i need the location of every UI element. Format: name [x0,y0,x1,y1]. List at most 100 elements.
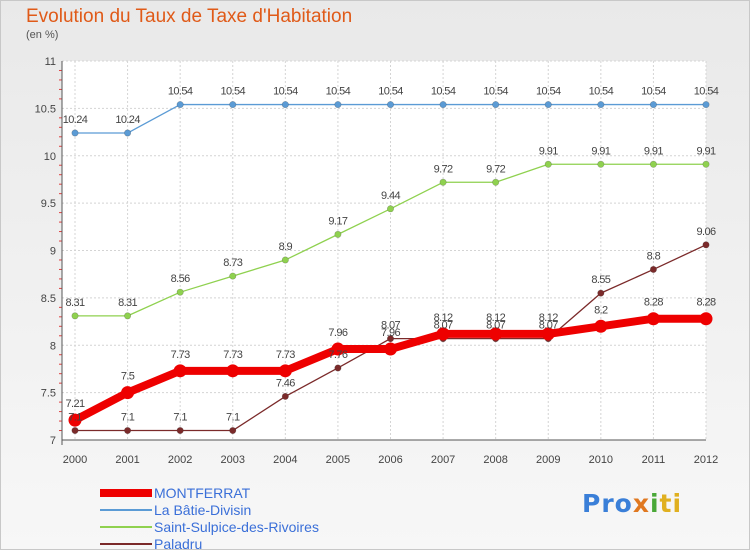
data-label: 8.07 [539,320,558,332]
data-label: 8.9 [279,241,293,253]
data-point [386,101,394,109]
data-point [173,364,187,378]
data-label: 8.73 [223,257,242,269]
data-label: 10.54 [326,86,351,98]
data-point [334,230,342,238]
chart-title: Evolution du Taux de Taxe d'Habitation [26,6,353,27]
data-point [492,101,500,109]
data-label: 7.1 [173,412,187,424]
data-point [331,342,345,356]
legend-swatch-paladru [100,542,152,545]
data-label: 8.8 [647,250,661,262]
data-point [597,289,605,297]
data-label: 10.54 [431,86,456,98]
data-label: 7.73 [171,349,190,361]
data-label: 8.56 [171,273,190,285]
legend: MONTFERRAT La Bâtie-Divisin Saint-Sulpic… [100,484,319,552]
data-point [649,160,657,168]
data-label: 9.06 [696,226,715,238]
y-tick-label: 8 [50,340,56,352]
data-point [489,327,503,341]
data-point [229,272,237,280]
data-point [594,319,608,333]
data-point [544,160,552,168]
data-label: 9.91 [696,145,715,157]
data-label: 7.46 [276,377,295,389]
data-point [176,427,184,435]
data-label: 8.31 [65,297,84,309]
data-point [386,205,394,213]
data-label: 9.72 [434,163,453,175]
data-label: 8.12 [539,312,558,324]
chart-subtitle: (en %) [26,29,59,41]
data-point [71,427,79,435]
data-point [281,392,289,400]
data-label: 9.91 [644,145,663,157]
data-label: 7.73 [276,349,295,361]
proxiti-logo: Proxiti [582,489,683,518]
data-point [386,335,394,343]
y-tick-label: 8.5 [41,293,56,305]
data-label: 8.07 [381,320,400,332]
y-tick-label: 10 [44,151,56,163]
y-tick-label: 11 [45,56,56,68]
data-point [281,101,289,109]
data-label: 10.54 [536,86,561,98]
x-tick-label: 2003 [221,454,245,466]
data-label: 10.54 [589,86,614,98]
data-point [71,312,79,320]
data-point [334,364,342,372]
data-label: 7.76 [328,349,347,361]
data-point [649,265,657,273]
x-tick-label: 2004 [273,454,297,466]
data-point [124,312,132,320]
x-tick-label: 2011 [642,454,666,466]
data-point [124,427,132,435]
data-point [439,178,447,186]
data-point [699,312,713,326]
data-point [229,427,237,435]
data-label: 7.96 [381,327,400,339]
data-label: 10.24 [115,114,140,126]
legend-item-saint-sulpice: Saint-Sulpice-des-Rivoires [100,518,319,535]
data-point [226,364,240,378]
data-point [597,101,605,109]
legend-swatch-montferrat [100,488,152,497]
y-tick-label: 10.5 [35,103,56,115]
x-tick-label: 2009 [536,454,560,466]
x-tick-label: 2012 [694,454,718,466]
data-label: 9.72 [486,163,505,175]
data-point [176,288,184,296]
x-tick-label: 2001 [115,454,139,466]
x-tick-label: 2002 [168,454,192,466]
y-tick-label: 7 [50,435,56,447]
data-point [702,101,710,109]
data-point [702,241,710,249]
data-point [492,178,500,186]
data-point [229,101,237,109]
legend-label: Paladru [154,535,203,552]
data-point [281,256,289,264]
data-label: 10.24 [63,114,88,126]
data-label: 8.12 [486,312,505,324]
data-point [649,101,657,109]
data-label: 7.1 [68,412,82,424]
data-point [121,386,135,400]
data-point [541,327,555,341]
x-tick-label: 2006 [378,454,402,466]
data-label: 10.54 [220,86,245,98]
legend-label: La Bâtie-Divisin [154,501,252,518]
data-point [176,101,184,109]
data-point [544,101,552,109]
data-label: 9.17 [328,215,347,227]
data-point [702,160,710,168]
y-tick-label: 7.5 [41,388,56,400]
data-point [646,312,660,326]
data-label: 10.54 [694,86,719,98]
data-label: 10.54 [168,86,193,98]
data-label: 10.54 [378,86,403,98]
data-label: 8.28 [696,297,715,309]
x-tick-label: 2000 [63,454,87,466]
data-point [68,413,82,427]
